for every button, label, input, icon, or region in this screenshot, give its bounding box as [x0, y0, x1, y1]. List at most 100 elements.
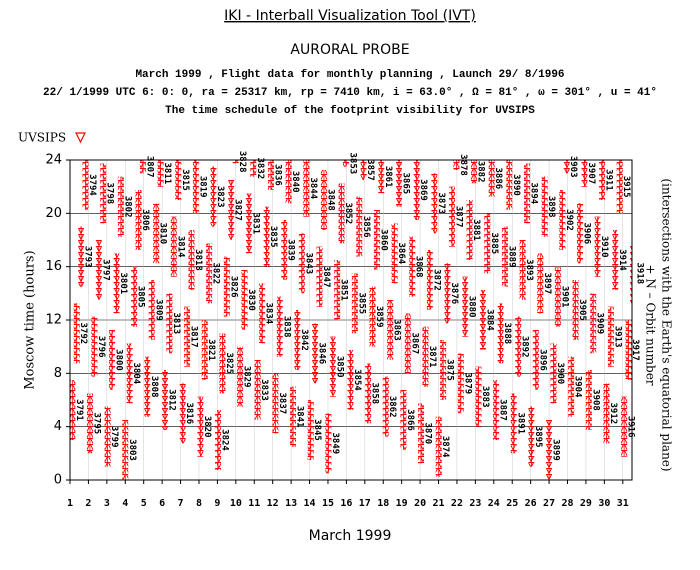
orbit-number: 3825 — [224, 352, 234, 374]
orbit-number: 3844 — [308, 177, 318, 199]
x-tick-label: 9 — [214, 498, 220, 509]
x-tick-label: 17 — [359, 498, 371, 509]
orbit-number: 3820 — [202, 416, 212, 438]
orbit-number: 3907 — [586, 162, 596, 184]
orbit-number: 3897 — [542, 272, 552, 294]
y-tick-label: 4 — [54, 419, 62, 434]
orbit-number: 3810 — [158, 222, 168, 244]
x-tick-label: 16 — [340, 498, 352, 509]
orbit-number: 3850 — [334, 356, 344, 378]
x-tick-label: 21 — [433, 498, 445, 509]
orbit-number: 3886 — [493, 167, 503, 189]
x-tick-label: 1 — [67, 498, 73, 509]
orbit-number: 3901 — [559, 286, 569, 308]
orbit-number: 3888 — [502, 322, 512, 344]
orbit-number: 3894 — [529, 182, 539, 204]
orbit-number: 3887 — [498, 399, 508, 421]
orbit-number: 3807 — [144, 156, 154, 178]
orbit-number: 3862 — [387, 396, 397, 418]
x-tick-label: 27 — [543, 498, 555, 509]
orbit-number: 3831 — [250, 212, 260, 234]
orbit-number: 3903 — [568, 156, 578, 178]
x-tick-label: 30 — [598, 498, 610, 509]
title: IKI - Interball Visualization Tool (IVT) — [224, 8, 476, 24]
orbit-number: 3801 — [118, 272, 128, 294]
info-line: 22/ 1/1999 UTC 6: 0: 0, ra = 25317 km, r… — [43, 87, 657, 99]
orbit-number: 3913 — [612, 326, 622, 348]
orbit-number: 3870 — [423, 422, 433, 444]
orbit-number: 3877 — [453, 206, 463, 228]
orbit-number: 3793 — [83, 246, 93, 268]
orbit-number: 3846 — [317, 342, 327, 364]
x-tick-label: 4 — [122, 498, 128, 509]
orbit-number: 3868 — [414, 256, 424, 278]
orbit-number: 3884 — [484, 309, 494, 331]
orbit-number: 3880 — [467, 296, 477, 318]
x-tick-label: 23 — [469, 498, 481, 509]
orbit-number: 3854 — [352, 369, 362, 391]
x-tick-label: 13 — [285, 498, 297, 509]
orbit-number: 3916 — [626, 416, 636, 438]
orbit-number: 3808 — [149, 376, 159, 398]
orbit-number: 3882 — [476, 161, 486, 183]
orbit-number: 3836 — [272, 164, 282, 186]
orbit-number: 3863 — [392, 319, 402, 341]
orbit-number: 3861 — [383, 166, 393, 188]
orbit-number: 3794 — [87, 174, 97, 196]
x-tick-label: 11 — [248, 498, 260, 509]
orbit-number: 3889 — [506, 246, 516, 268]
orbit-number: 3826 — [228, 276, 238, 298]
orbit-number: 3838 — [281, 316, 291, 338]
orbit-number: 3813 — [171, 312, 181, 334]
orbit-number: 3915 — [621, 176, 631, 198]
orbit-number: 3795 — [91, 412, 101, 434]
orbit-number: 3797 — [100, 259, 110, 281]
orbit-number: 3918 — [634, 262, 644, 284]
orbit-number: 3818 — [193, 249, 203, 271]
x-tick-label: 28 — [561, 498, 573, 509]
x-tick-label: 6 — [159, 498, 165, 509]
y-tick-label: 20 — [45, 206, 62, 221]
orbit-number: 3890 — [511, 174, 521, 196]
orbit-number: 3883 — [480, 386, 490, 408]
orbit-number: 3814 — [175, 236, 185, 258]
orbit-number: 3815 — [180, 169, 190, 191]
x-tick-label: 29 — [580, 498, 592, 509]
orbit-number: 3912 — [608, 402, 618, 424]
orbit-number: 3852 — [343, 202, 353, 224]
orbit-number: 3856 — [361, 216, 371, 238]
orbit-number: 3839 — [286, 239, 296, 261]
visibility-column — [629, 243, 632, 304]
x-tick-label: 31 — [617, 498, 629, 509]
orbit-number: 3809 — [153, 299, 163, 321]
orbit-number: 3876 — [449, 282, 459, 304]
orbit-number: 3892 — [520, 336, 530, 358]
orbit-number: 3824 — [219, 429, 229, 451]
orbit-number: 3822 — [211, 262, 221, 284]
orbit-number: 3855 — [356, 292, 366, 314]
orbit-number: 3860 — [378, 229, 388, 251]
orbit-number: 3845 — [312, 419, 322, 441]
orbit-number: 3874 — [440, 436, 450, 458]
orbit-number: 3835 — [268, 226, 278, 248]
y-tick-label: 16 — [45, 259, 62, 274]
orbit-number: 3830 — [246, 289, 256, 311]
orbit-number: 3866 — [405, 409, 415, 431]
orbit-number: 3834 — [264, 302, 274, 324]
y-tick-label: 0 — [54, 473, 62, 488]
orbit-number: 3873 — [436, 192, 446, 214]
orbit-number: 3867 — [409, 332, 419, 354]
orbit-number: 3858 — [370, 382, 380, 404]
x-tick-label: 20 — [414, 498, 426, 509]
orbit-number: 3909 — [595, 312, 605, 334]
orbit-number: 3803 — [127, 439, 137, 461]
x-axis-label: March 1999 — [309, 528, 392, 544]
orbit-number: 3843 — [303, 252, 313, 274]
orbit-number: 3906 — [581, 222, 591, 244]
orbit-number: 3840 — [290, 171, 300, 193]
orbit-number: 3848 — [325, 189, 335, 211]
plot-area — [70, 160, 632, 480]
plot-frame — [69, 159, 633, 481]
